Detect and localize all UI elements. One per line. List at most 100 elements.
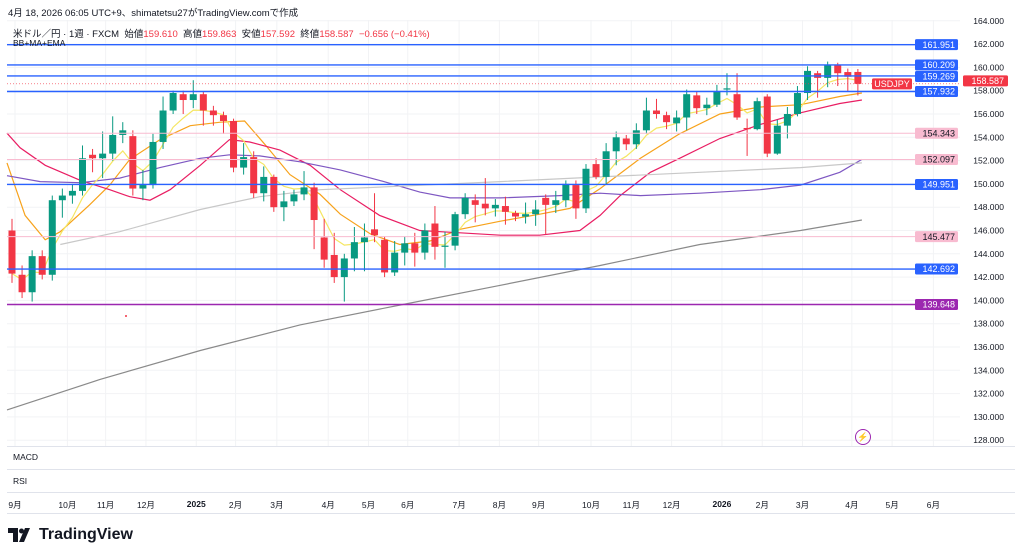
pane-divider[interactable] [7, 469, 1015, 470]
candle-body [68, 190, 76, 196]
candle-body [753, 101, 761, 130]
candle [230, 118, 238, 173]
price-chart[interactable]: 161.951 160.209 159.269 157.932 154.343 152.0… [0, 0, 1024, 520]
level-label-bg [915, 39, 958, 51]
candle [471, 194, 479, 223]
level-label: 159.269 [922, 72, 955, 82]
candle-body [199, 94, 207, 111]
candle-body [582, 168, 590, 209]
candle [290, 189, 298, 207]
candle [149, 133, 157, 189]
price-tick-label: 160.000 [973, 62, 1004, 72]
candle [441, 231, 449, 268]
candle-body [481, 203, 489, 209]
candle [733, 73, 741, 120]
candle [542, 194, 550, 234]
candle-body [18, 274, 26, 293]
candle [189, 80, 197, 109]
candle [491, 199, 499, 217]
candle-body [290, 194, 298, 202]
level-label-bg [915, 127, 958, 139]
level-label-bg [915, 178, 958, 190]
candle-body [542, 197, 550, 205]
price-tick-label: 134.000 [973, 365, 1004, 375]
brand-name: TradingView [39, 526, 133, 543]
candle-body [562, 183, 570, 201]
candle-body [693, 95, 701, 109]
candle [48, 195, 56, 281]
indicator-name[interactable]: BB+MA+EMA [13, 38, 66, 48]
ohlc-legend: 米ドル／円 · 1週 · FXCM 始値159.610 高値159.863 安値… [13, 26, 430, 40]
tradingview-logo-icon [8, 528, 30, 542]
candle-body [28, 256, 36, 293]
low-value: 157.592 [260, 29, 296, 40]
candle [844, 68, 852, 92]
candle [391, 240, 399, 276]
candle-body [512, 213, 519, 217]
indicator-line-darkgray [6, 219, 863, 411]
candle [693, 91, 701, 114]
candle-body [441, 245, 449, 247]
symbol-tag: USDJPY [874, 79, 910, 89]
candle [572, 180, 580, 219]
candle [219, 111, 227, 134]
candle-body [89, 154, 97, 159]
candle-body [431, 223, 439, 247]
level-label-bg [915, 85, 958, 97]
indicator-line-lightgray [60, 162, 862, 246]
candle-body [763, 96, 771, 154]
price-tick-label: 156.000 [973, 109, 1004, 119]
candle-body [381, 239, 389, 273]
candle-body [48, 200, 56, 275]
candle-body [733, 94, 741, 118]
candle-body [612, 137, 620, 152]
time-tick-label: 4月 [845, 500, 859, 510]
candle-body [673, 117, 681, 124]
candle [68, 183, 76, 204]
candle-body [159, 110, 167, 142]
candle [401, 236, 409, 266]
candle-body [552, 200, 560, 205]
candle [582, 164, 590, 214]
symbol-desc: 米ドル／円 · 1週 · FXCM [13, 29, 120, 40]
time-tick-label: 4月 [321, 500, 335, 510]
chart-caption: 4月 18, 2026 06:05 UTC+9、shimatetsu27がTra… [8, 8, 299, 19]
candle-body [179, 94, 187, 101]
candle-body [642, 110, 650, 131]
candle-body [783, 114, 791, 126]
time-tick-label: 6月 [401, 500, 415, 510]
lightning-icon[interactable]: ⚡ [855, 429, 871, 445]
time-tick-label: 10月 [582, 500, 600, 510]
candle [330, 232, 338, 283]
pane-divider[interactable] [7, 446, 1015, 447]
candle-body [652, 110, 660, 114]
candle [421, 223, 429, 260]
candle [773, 119, 781, 155]
current-price-badge [963, 75, 1008, 87]
candle-body [663, 115, 671, 123]
price-tick-label: 140.000 [973, 295, 1004, 305]
time-tick-label: 7月 [452, 500, 466, 510]
candle-body [602, 151, 610, 177]
candle [199, 91, 207, 126]
price-tick-label: 128.000 [973, 435, 1004, 445]
candle-body [280, 201, 288, 208]
price-tick-label: 138.000 [973, 319, 1004, 329]
candle [58, 188, 66, 218]
candle-body [250, 157, 258, 194]
level-label: 152.097 [922, 155, 955, 165]
candle [411, 232, 419, 267]
candle-body [844, 72, 852, 77]
price-tick-label: 164.000 [973, 16, 1004, 26]
candle [522, 202, 530, 224]
candle [532, 200, 540, 226]
candle-body [824, 65, 832, 78]
candle-body [622, 138, 630, 145]
price-tick-label: 146.000 [973, 226, 1004, 236]
candle [834, 62, 842, 87]
tradingview-logo: TradingView [8, 526, 133, 544]
candle-body [350, 242, 358, 259]
candle-body [723, 88, 731, 90]
time-tick-label: 10月 [58, 500, 77, 510]
candle-body [78, 158, 86, 191]
